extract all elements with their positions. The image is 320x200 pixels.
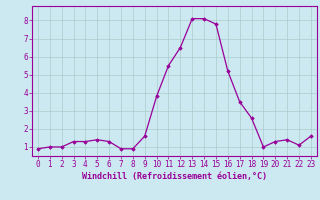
X-axis label: Windchill (Refroidissement éolien,°C): Windchill (Refroidissement éolien,°C) (82, 172, 267, 181)
